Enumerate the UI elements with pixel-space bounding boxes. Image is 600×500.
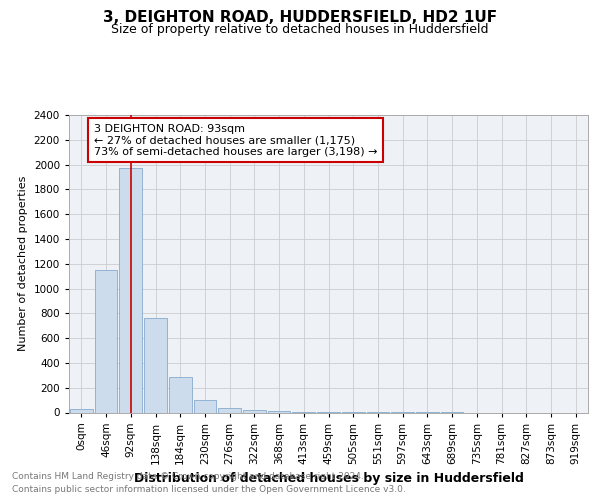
Bar [119,168,142,412]
Bar [194,400,216,412]
Bar [169,376,191,412]
Text: 3, DEIGHTON ROAD, HUDDERSFIELD, HD2 1UF: 3, DEIGHTON ROAD, HUDDERSFIELD, HD2 1UF [103,10,497,25]
Text: Size of property relative to detached houses in Huddersfield: Size of property relative to detached ho… [111,22,489,36]
Text: 3 DEIGHTON ROAD: 93sqm
← 27% of detached houses are smaller (1,175)
73% of semi-: 3 DEIGHTON ROAD: 93sqm ← 27% of detached… [94,124,377,157]
Text: Contains HM Land Registry data © Crown copyright and database right 2024.: Contains HM Land Registry data © Crown c… [12,472,364,481]
Bar [95,270,118,412]
Bar [144,318,167,412]
X-axis label: Distribution of detached houses by size in Huddersfield: Distribution of detached houses by size … [134,472,523,485]
Text: Contains public sector information licensed under the Open Government Licence v3: Contains public sector information licen… [12,485,406,494]
Bar [218,408,241,412]
Bar [243,410,266,412]
Y-axis label: Number of detached properties: Number of detached properties [18,176,28,352]
Bar [70,409,93,412]
